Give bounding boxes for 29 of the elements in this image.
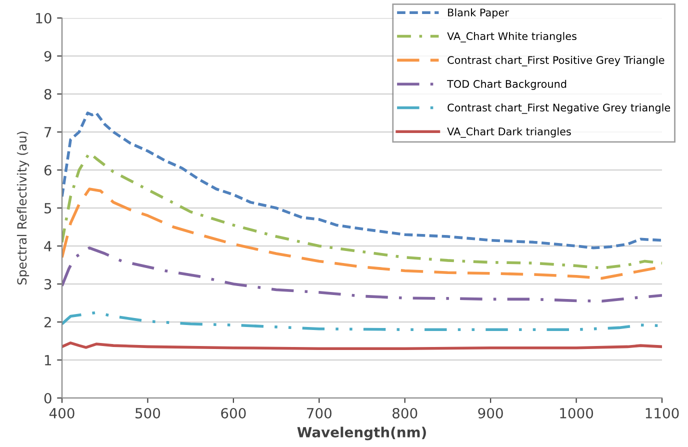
legend-label: VA_Chart White triangles [447, 32, 576, 42]
y-tick-label: 6 [44, 164, 52, 176]
y-tick-label: 3 [44, 278, 52, 290]
y-tick-label: 4 [44, 241, 52, 252]
legend-label: Contrast chart_First Negative Grey triangle [448, 103, 670, 114]
x-tick-label: 1100 [646, 408, 679, 418]
x-axis-title: Wavelength(nm) [297, 426, 426, 440]
y-tick-label: 1 [44, 355, 51, 366]
x-tick-label: 700 [307, 408, 332, 418]
x-tick-label: 800 [392, 408, 418, 418]
y-tick-label: 7 [44, 127, 52, 138]
y-tick-label: 5 [44, 203, 52, 214]
y-tick-label: 2 [44, 316, 51, 328]
y-tick-label: 9 [44, 50, 52, 62]
x-tick-label: 400 [49, 408, 74, 418]
y-tick-label: 10 [36, 12, 52, 24]
legend-label: TOD Chart Background [447, 80, 566, 90]
y-axis-title: Spectral Reflectivity (au) [16, 132, 30, 285]
legend-label: Blank Paper [448, 8, 509, 18]
x-tick-label: 1000 [560, 408, 594, 418]
legend-label: Contrast chart_First Positive Grey Triangle [448, 56, 664, 66]
x-tick-label: 900 [478, 408, 503, 418]
y-tick-label: 0 [44, 392, 52, 404]
x-tick-label: 600 [221, 408, 246, 418]
x-tick-label: 500 [136, 408, 160, 418]
y-tick-label: 8 [44, 88, 52, 100]
line-series [62, 152, 662, 270]
line-series [62, 246, 662, 302]
legend-label: VA_Chart Dark triangles [447, 127, 571, 138]
